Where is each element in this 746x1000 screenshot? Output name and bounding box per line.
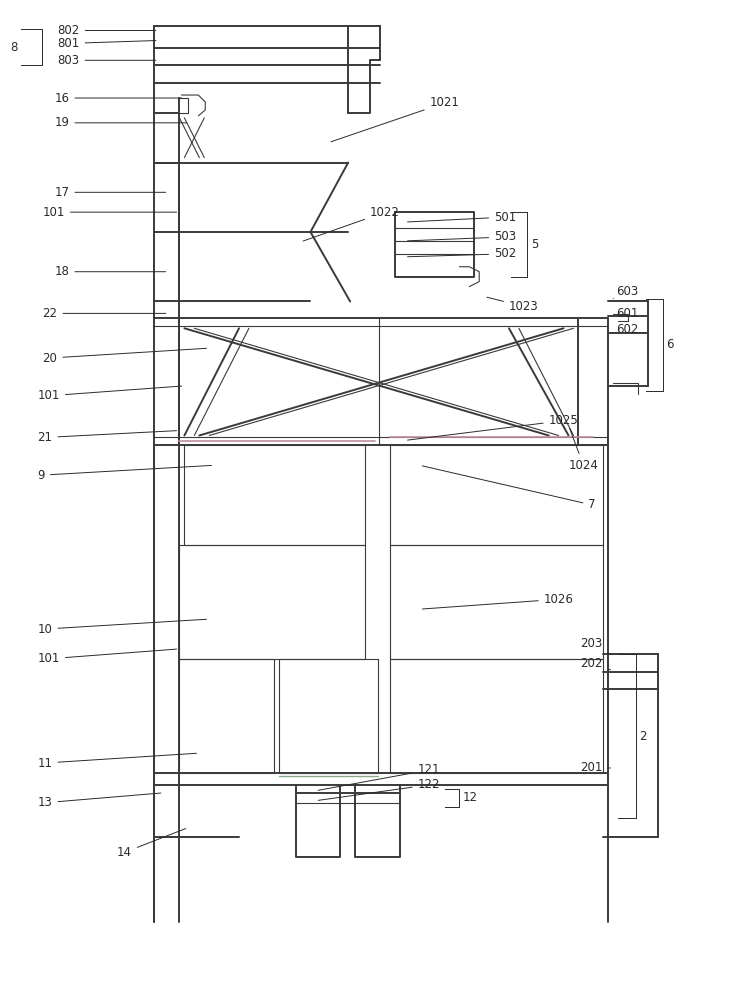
Text: 18: 18: [54, 265, 166, 278]
Text: 101: 101: [37, 649, 177, 665]
Text: 122: 122: [319, 778, 440, 800]
Text: 14: 14: [117, 829, 186, 859]
Text: 502: 502: [407, 247, 516, 260]
Text: 101: 101: [37, 386, 181, 402]
Text: 1025: 1025: [407, 414, 578, 440]
Text: 5: 5: [531, 238, 538, 251]
Text: 101: 101: [43, 206, 177, 219]
Text: 801: 801: [57, 37, 156, 50]
Text: 16: 16: [54, 92, 181, 105]
Text: 1021: 1021: [331, 96, 460, 142]
Text: 8: 8: [10, 41, 18, 54]
Text: 13: 13: [37, 793, 161, 809]
Text: 20: 20: [43, 348, 207, 365]
Text: 802: 802: [57, 24, 156, 37]
Text: 12: 12: [463, 791, 477, 804]
Text: 803: 803: [57, 54, 156, 67]
Text: 11: 11: [37, 753, 196, 770]
Text: 21: 21: [37, 431, 177, 444]
Text: 121: 121: [318, 763, 440, 790]
Text: 201: 201: [580, 761, 610, 774]
Text: 501: 501: [407, 211, 516, 224]
Text: 602: 602: [613, 323, 639, 336]
Text: 7: 7: [422, 466, 596, 511]
Text: 17: 17: [54, 186, 166, 199]
Text: 503: 503: [407, 230, 516, 243]
Text: 1022: 1022: [303, 206, 400, 241]
Text: 203: 203: [580, 637, 611, 654]
Text: 9: 9: [37, 465, 211, 482]
Text: 10: 10: [37, 619, 207, 636]
Text: 1024: 1024: [568, 428, 598, 472]
Text: 601: 601: [613, 307, 639, 320]
Text: 1023: 1023: [487, 297, 539, 313]
Text: 19: 19: [54, 116, 186, 129]
Text: 202: 202: [580, 657, 610, 670]
Text: 603: 603: [613, 285, 639, 299]
Text: 6: 6: [665, 338, 674, 351]
Text: 22: 22: [43, 307, 166, 320]
Text: 1026: 1026: [422, 593, 574, 609]
Text: 2: 2: [639, 730, 647, 743]
